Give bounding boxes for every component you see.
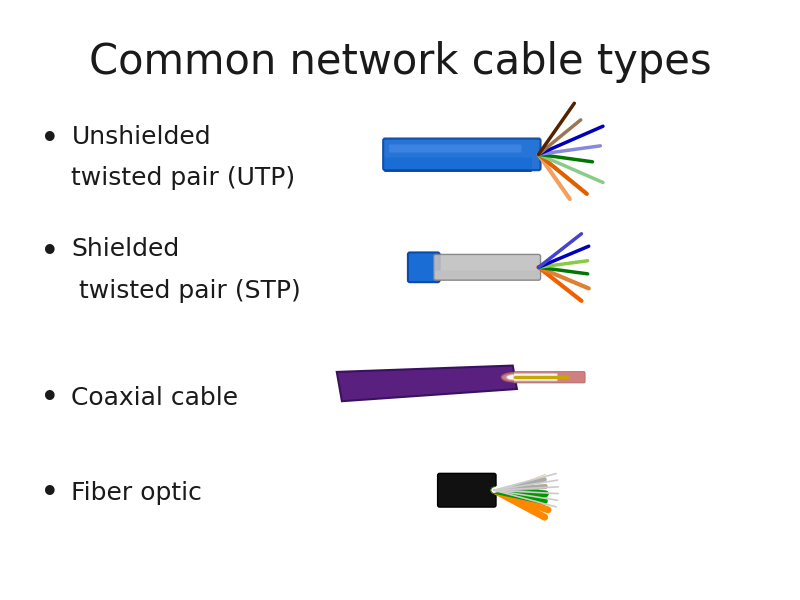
FancyBboxPatch shape: [438, 473, 496, 507]
FancyBboxPatch shape: [514, 374, 558, 381]
Text: •: •: [40, 382, 59, 415]
FancyBboxPatch shape: [408, 253, 439, 282]
Text: Common network cable types: Common network cable types: [89, 41, 711, 83]
FancyBboxPatch shape: [435, 271, 539, 277]
Text: •: •: [40, 236, 59, 269]
Ellipse shape: [502, 373, 528, 382]
Text: twisted pair (UTP): twisted pair (UTP): [71, 166, 295, 190]
FancyBboxPatch shape: [389, 145, 522, 152]
FancyBboxPatch shape: [435, 271, 539, 278]
Text: Shielded: Shielded: [71, 238, 180, 262]
FancyBboxPatch shape: [435, 273, 539, 280]
Ellipse shape: [506, 374, 523, 380]
FancyBboxPatch shape: [384, 158, 532, 166]
FancyBboxPatch shape: [435, 272, 539, 279]
FancyBboxPatch shape: [383, 139, 541, 170]
FancyBboxPatch shape: [434, 254, 541, 280]
Text: •: •: [40, 476, 59, 509]
Text: Unshielded: Unshielded: [71, 125, 211, 149]
FancyBboxPatch shape: [384, 160, 532, 168]
Polygon shape: [337, 365, 517, 401]
Text: •: •: [40, 123, 59, 156]
FancyBboxPatch shape: [384, 163, 532, 172]
Text: Coaxial cable: Coaxial cable: [71, 386, 238, 410]
Text: Fiber optic: Fiber optic: [71, 481, 202, 505]
FancyBboxPatch shape: [514, 371, 585, 383]
FancyBboxPatch shape: [384, 161, 532, 170]
Text: twisted pair (STP): twisted pair (STP): [71, 279, 301, 303]
